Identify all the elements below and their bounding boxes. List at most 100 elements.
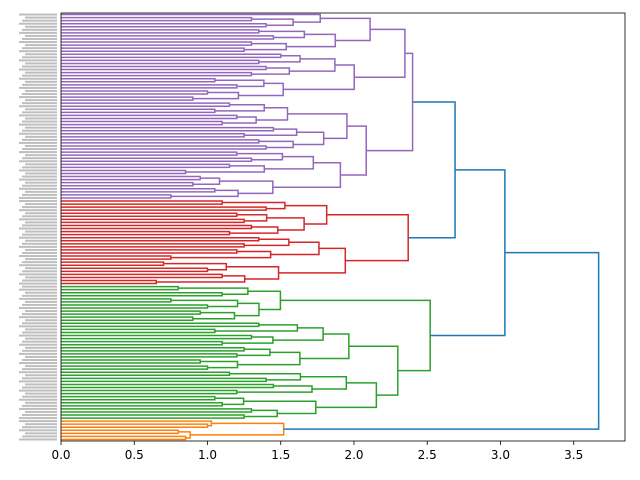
leaf-label: [25, 108, 57, 111]
link-orange: [178, 431, 191, 439]
leaf-label: [25, 337, 57, 340]
leaf-label: [25, 401, 57, 404]
link-green-rest: [430, 169, 506, 337]
leaf-label: [22, 426, 57, 429]
link-purple: [185, 165, 266, 173]
leaf-label: [25, 221, 57, 224]
leaf-label: [25, 144, 57, 147]
leaf-label: [22, 285, 57, 288]
link-purple: [61, 102, 231, 107]
link-red: [61, 273, 223, 279]
link-purple: [258, 55, 301, 63]
link-purple: [61, 47, 245, 52]
leaf-label: [19, 407, 57, 410]
link-green: [61, 371, 231, 377]
leaf-label: [19, 50, 57, 53]
link-red: [61, 206, 267, 211]
link-red: [61, 218, 245, 224]
leaf-label: [22, 435, 57, 438]
link-green: [237, 351, 301, 366]
leaf-label: [19, 362, 57, 365]
leaf-label: [19, 273, 57, 276]
leaf-label: [22, 414, 57, 417]
leaf-label: [22, 175, 57, 178]
leaf-label: [25, 230, 57, 233]
leaf-label: [25, 328, 57, 331]
leaf-label: [19, 41, 57, 44]
link-green: [300, 376, 348, 390]
link-purple: [366, 52, 414, 152]
link-red: [61, 279, 157, 285]
link-green: [61, 304, 209, 309]
leaf-label: [25, 248, 57, 251]
link-green: [61, 291, 223, 297]
leaf-label: [22, 184, 57, 187]
link-purple: [61, 120, 223, 126]
leaf-labels: [19, 13, 57, 441]
link-purple: [61, 139, 260, 144]
link-red: [229, 226, 279, 234]
x-tick-label: 2.5: [418, 448, 437, 462]
link-green: [61, 285, 179, 291]
leaf-label: [22, 129, 57, 132]
leaf-label: [22, 93, 57, 96]
leaf-label: [19, 352, 57, 355]
link-green: [192, 311, 236, 320]
link-red: [226, 265, 280, 280]
leaf-label: [19, 236, 57, 239]
leaf-label: [22, 386, 57, 389]
leaf-label: [19, 325, 57, 328]
leaf-label: [19, 209, 57, 212]
leaf-label: [19, 417, 57, 420]
leaf-label: [22, 120, 57, 123]
leaf-label: [25, 410, 57, 413]
leaf-label: [22, 65, 57, 68]
link-green: [61, 377, 267, 383]
leaf-label: [25, 154, 57, 157]
leaf-label: [19, 429, 57, 432]
leaf-label: [19, 255, 57, 258]
leaf-label: [19, 420, 57, 423]
leaf-label: [19, 77, 57, 80]
link-purple: [61, 96, 194, 101]
link-red: [61, 267, 209, 273]
leaf-label: [22, 37, 57, 40]
link-green: [61, 310, 201, 315]
leaf-label: [25, 365, 57, 368]
link-purple: [293, 131, 325, 146]
link-green: [61, 365, 209, 370]
leaf-label: [25, 258, 57, 261]
leaf-label: [25, 53, 57, 56]
leaf-label: [22, 102, 57, 105]
link-purple: [244, 128, 298, 137]
leaf-label: [22, 215, 57, 218]
leaf-label: [22, 111, 57, 114]
link-purple: [61, 145, 267, 150]
leaf-label: [22, 157, 57, 160]
link-purple: [244, 42, 287, 51]
leaf-label: [25, 203, 57, 206]
link-orange-rest: [283, 251, 600, 430]
leaf-label: [19, 371, 57, 374]
link-red: [61, 255, 172, 260]
leaf-label: [19, 438, 57, 441]
leaf-label: [25, 239, 57, 242]
leaf-label: [19, 343, 57, 346]
link-purple: [61, 71, 253, 77]
dendrogram-links: [61, 13, 600, 441]
leaf-label: [25, 172, 57, 175]
leaf-label: [22, 148, 57, 151]
leaf-label: [25, 163, 57, 166]
leaf-label: [22, 313, 57, 316]
link-green: [222, 336, 274, 344]
leaf-label: [19, 196, 57, 199]
leaf-label: [19, 86, 57, 89]
leaf-label: [22, 270, 57, 273]
leaf-label: [19, 334, 57, 337]
link-purple: [61, 133, 245, 138]
link-red: [61, 230, 231, 236]
link-purple: [256, 107, 289, 121]
link-purple: [354, 28, 406, 78]
leaf-label: [19, 398, 57, 401]
leaf-label: [22, 242, 57, 245]
